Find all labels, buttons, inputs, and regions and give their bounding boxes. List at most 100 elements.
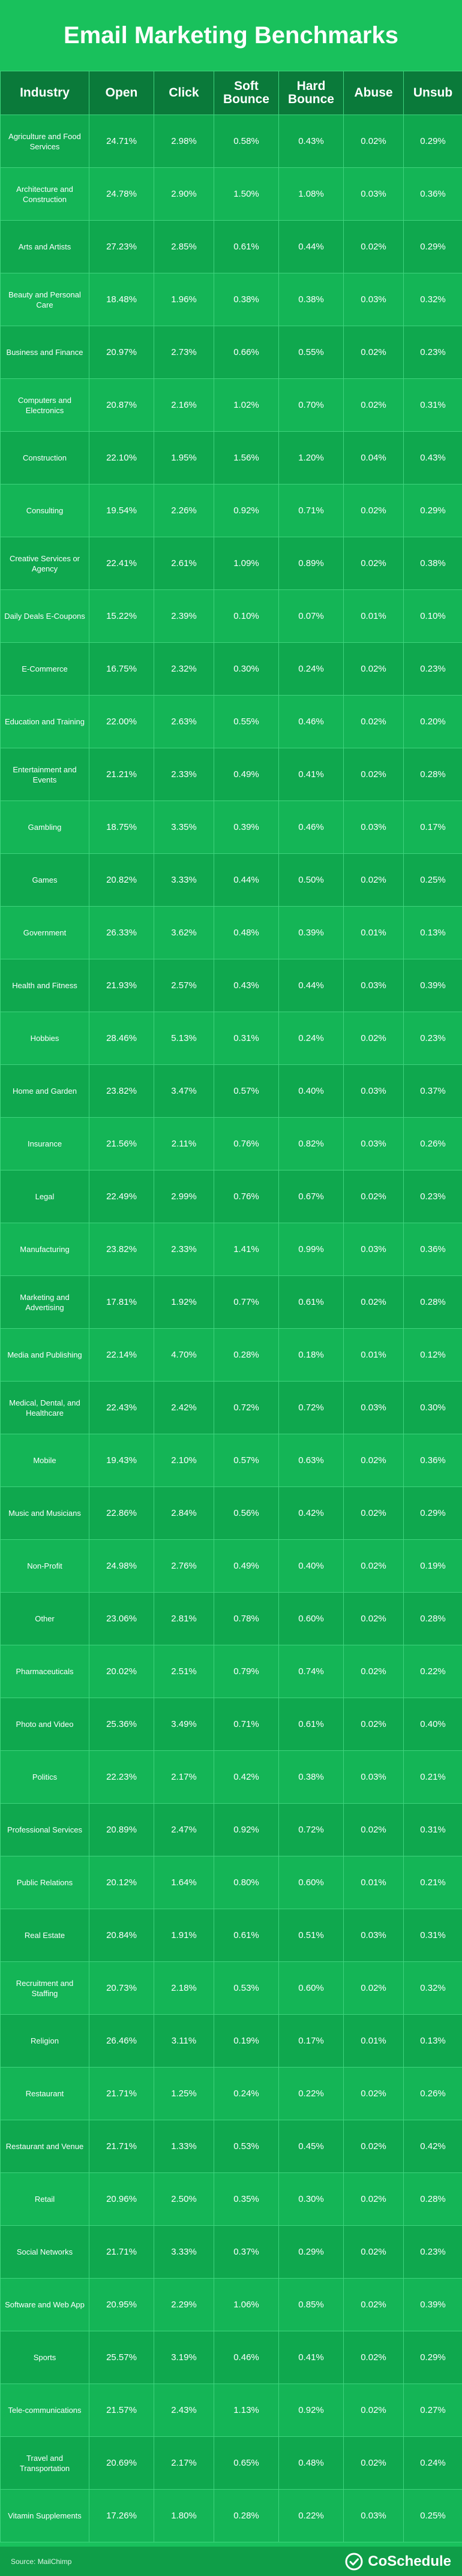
table-row: Consulting 19.54% 2.26% 0.92% 0.71% 0.02% 0.29… <box>0 484 462 537</box>
hard-bounce-cell: 0.63% <box>278 1434 344 1487</box>
column-header: Industry <box>0 71 89 115</box>
hard-bounce-cell: 0.07% <box>278 589 344 643</box>
unsub-rate-cell: 0.23% <box>403 326 462 379</box>
industry-cell: Business and Finance <box>0 326 89 379</box>
table-row: Entertainment and Events 21.21% 2.33% 0.49%… <box>0 748 462 801</box>
open-rate-cell: 17.81% <box>89 1275 154 1329</box>
open-rate-cell: 16.75% <box>89 642 154 696</box>
unsub-rate-cell: 0.39% <box>403 2278 462 2331</box>
soft-bounce-cell: 0.55% <box>214 695 279 748</box>
hard-bounce-cell: 0.82% <box>278 1117 344 1170</box>
industry-cell: Vitamin Supplements <box>0 2489 89 2542</box>
soft-bounce-cell: 0.24% <box>214 2067 279 2120</box>
hard-bounce-cell: 0.42% <box>278 1486 344 1540</box>
hard-bounce-cell: 0.43% <box>278 115 344 168</box>
click-rate-cell: 2.57% <box>154 959 214 1012</box>
abuse-rate-cell: 0.01% <box>343 1328 404 1382</box>
industry-cell: Legal <box>0 1170 89 1223</box>
abuse-rate-cell: 0.01% <box>343 2014 404 2068</box>
soft-bounce-cell: 0.38% <box>214 273 279 326</box>
industry-cell: E-Commerce <box>0 642 89 696</box>
hard-bounce-cell: 1.20% <box>278 431 344 484</box>
abuse-rate-cell: 0.02% <box>343 1275 404 1329</box>
click-rate-cell: 1.95% <box>154 431 214 484</box>
hard-bounce-cell: 0.70% <box>278 378 344 432</box>
industry-cell: Arts and Artists <box>0 220 89 273</box>
click-rate-cell: 2.33% <box>154 748 214 801</box>
industry-cell: Computers and Electronics <box>0 378 89 432</box>
abuse-rate-cell: 0.02% <box>343 537 404 590</box>
hard-bounce-cell: 0.55% <box>278 326 344 379</box>
hard-bounce-cell: 0.67% <box>278 1170 344 1223</box>
hard-bounce-cell: 0.40% <box>278 1064 344 1118</box>
soft-bounce-cell: 0.65% <box>214 2436 279 2490</box>
abuse-rate-cell: 0.02% <box>343 853 404 907</box>
abuse-rate-cell: 0.03% <box>343 1381 404 1434</box>
click-rate-cell: 2.10% <box>154 1434 214 1487</box>
open-rate-cell: 20.96% <box>89 2172 154 2226</box>
abuse-rate-cell: 0.04% <box>343 431 404 484</box>
industry-cell: Hobbies <box>0 1012 89 1065</box>
column-header: Abuse <box>343 71 404 115</box>
hard-bounce-cell: 0.44% <box>278 220 344 273</box>
soft-bounce-cell: 1.56% <box>214 431 279 484</box>
brand-logo: CoSchedule <box>345 2552 451 2571</box>
soft-bounce-cell: 1.02% <box>214 378 279 432</box>
open-rate-cell: 21.56% <box>89 1117 154 1170</box>
hard-bounce-cell: 0.41% <box>278 2331 344 2384</box>
soft-bounce-cell: 0.56% <box>214 1486 279 1540</box>
table-row: Professional Services 20.89% 2.47% 0.92% 0.7… <box>0 1803 462 1856</box>
industry-cell: Social Networks <box>0 2225 89 2279</box>
table-row: Manufacturing 23.82% 2.33% 1.41% 0.99% 0.03% 0… <box>0 1223 462 1276</box>
industry-cell: Music and Musicians <box>0 1486 89 1540</box>
unsub-rate-cell: 0.36% <box>403 1223 462 1276</box>
click-rate-cell: 2.39% <box>154 589 214 643</box>
open-rate-cell: 24.98% <box>89 1539 154 1593</box>
abuse-rate-cell: 0.02% <box>343 1698 404 1751</box>
unsub-rate-cell: 0.38% <box>403 537 462 590</box>
table-row: Social Networks 21.71% 3.33% 0.37% 0.29% 0.02… <box>0 2225 462 2279</box>
hard-bounce-cell: 0.61% <box>278 1275 344 1329</box>
abuse-rate-cell: 0.02% <box>343 484 404 537</box>
table-row: Sports 25.57% 3.19% 0.46% 0.41% 0.02% 0.29% <box>0 2331 462 2384</box>
soft-bounce-cell: 0.19% <box>214 2014 279 2068</box>
hard-bounce-cell: 0.39% <box>278 906 344 959</box>
click-rate-cell: 3.11% <box>154 2014 214 2068</box>
table-row: Marketing and Advertising 17.81% 1.92% 0.77… <box>0 1275 462 1329</box>
open-rate-cell: 22.10% <box>89 431 154 484</box>
brand-name: CoSchedule <box>368 2553 451 2569</box>
click-rate-cell: 1.80% <box>154 2489 214 2542</box>
abuse-rate-cell: 0.01% <box>343 906 404 959</box>
hard-bounce-cell: 0.71% <box>278 484 344 537</box>
table-row: Media and Publishing 22.14% 4.70% 0.28% 0.18… <box>0 1328 462 1382</box>
hard-bounce-cell: 0.61% <box>278 1698 344 1751</box>
hard-bounce-cell: 0.60% <box>278 1856 344 1909</box>
table-row: Business and Finance 20.97% 2.73% 0.66% 0.55… <box>0 326 462 379</box>
click-rate-cell: 5.13% <box>154 1012 214 1065</box>
click-rate-cell: 3.47% <box>154 1064 214 1118</box>
click-rate-cell: 3.62% <box>154 906 214 959</box>
unsub-rate-cell: 0.23% <box>403 642 462 696</box>
table-row: Politics 22.23% 2.17% 0.42% 0.38% 0.03% 0.21% <box>0 1750 462 1804</box>
click-rate-cell: 2.51% <box>154 1645 214 1698</box>
industry-cell: Mobile <box>0 1434 89 1487</box>
abuse-rate-cell: 0.02% <box>343 115 404 168</box>
soft-bounce-cell: 0.46% <box>214 2331 279 2384</box>
industry-cell: Travel and Transportation <box>0 2436 89 2490</box>
unsub-rate-cell: 0.36% <box>403 1434 462 1487</box>
unsub-rate-cell: 0.28% <box>403 748 462 801</box>
unsub-rate-cell: 0.26% <box>403 2067 462 2120</box>
click-rate-cell: 1.33% <box>154 2120 214 2173</box>
abuse-rate-cell: 0.02% <box>343 748 404 801</box>
abuse-rate-cell: 0.03% <box>343 2489 404 2542</box>
industry-cell: Entertainment and Events <box>0 748 89 801</box>
click-rate-cell: 2.32% <box>154 642 214 696</box>
soft-bounce-cell: 0.49% <box>214 748 279 801</box>
abuse-rate-cell: 0.02% <box>343 1539 404 1593</box>
open-rate-cell: 21.71% <box>89 2067 154 2120</box>
soft-bounce-cell: 1.50% <box>214 167 279 221</box>
open-rate-cell: 21.71% <box>89 2120 154 2173</box>
abuse-rate-cell: 0.03% <box>343 1750 404 1804</box>
soft-bounce-cell: 1.13% <box>214 2384 279 2437</box>
table-row: Construction 22.10% 1.95% 1.56% 1.20% 0.04% 0.… <box>0 431 462 484</box>
